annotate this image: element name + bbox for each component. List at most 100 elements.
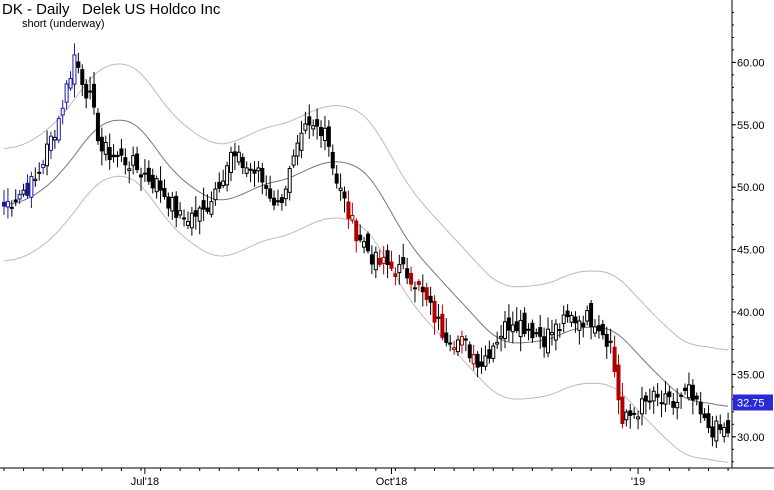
candle [358, 224, 363, 243]
candle [205, 194, 210, 215]
candle [698, 391, 703, 424]
candle-body [209, 201, 214, 215]
candle-body [416, 281, 421, 285]
candle-body [150, 174, 155, 189]
candle [193, 196, 198, 230]
candle [628, 404, 633, 429]
candle-body [628, 410, 633, 416]
y-tick-label: 40.00 [737, 307, 765, 319]
candle [260, 162, 265, 195]
candle [463, 335, 468, 352]
candle-body [463, 338, 468, 341]
candle-body [60, 107, 65, 116]
candle-body [448, 342, 453, 345]
candle-body [264, 185, 269, 189]
candle [428, 286, 433, 315]
candle [138, 167, 143, 191]
candle [279, 193, 284, 211]
candle-body [639, 398, 644, 415]
candle-body [17, 194, 22, 200]
candle-body [295, 142, 300, 157]
candle-body [600, 323, 605, 336]
candle [174, 191, 179, 228]
candle-body [338, 187, 343, 192]
candle [103, 135, 108, 161]
candle-body [553, 323, 558, 341]
candle-body [2, 201, 6, 207]
candle [679, 392, 684, 409]
candle [440, 304, 445, 341]
candle-body [526, 328, 531, 331]
moving-average-line [3, 119, 729, 407]
candle [119, 138, 124, 162]
candle [338, 173, 343, 201]
candle-body [706, 413, 711, 429]
candle [315, 108, 320, 140]
candle [600, 319, 605, 340]
candle [389, 250, 394, 271]
x-tick-label: Jul'18 [131, 476, 159, 488]
candle-body [690, 384, 695, 401]
candle [405, 257, 410, 285]
candle-body [643, 395, 648, 402]
candle-body [76, 61, 81, 68]
candle [154, 175, 159, 199]
candle [546, 317, 551, 358]
candle [240, 153, 245, 175]
candle-body [64, 83, 69, 103]
candle-body [502, 321, 507, 340]
candle [162, 179, 167, 200]
candle-body [326, 126, 331, 147]
candle [229, 146, 234, 182]
candle-body [283, 188, 288, 200]
candle [135, 146, 140, 174]
candle [377, 249, 382, 268]
candle-body [514, 321, 519, 332]
candle-body [401, 257, 406, 265]
candle-body [99, 136, 104, 152]
candle [667, 386, 672, 405]
candle-body [385, 250, 390, 265]
candle [624, 409, 629, 427]
candle-body [604, 333, 609, 347]
candle [585, 305, 590, 326]
candle [182, 209, 187, 227]
candle [514, 307, 519, 334]
candle [659, 390, 664, 418]
candle-body [487, 349, 492, 359]
candle [201, 187, 206, 221]
candle-body [663, 393, 668, 405]
candle [209, 191, 214, 218]
candle-body [479, 361, 484, 367]
candle [706, 405, 711, 434]
candle-body [409, 272, 414, 285]
candle [221, 169, 226, 189]
candle [287, 166, 292, 201]
moving-average [3, 119, 729, 407]
candle-body [444, 332, 449, 343]
candle-body [80, 69, 85, 85]
candle-body [115, 154, 120, 157]
candle [95, 108, 100, 145]
candle [236, 145, 241, 166]
candle-body [95, 112, 100, 142]
candle [393, 267, 398, 286]
candle [401, 243, 406, 270]
candle [295, 135, 300, 166]
candle [436, 304, 441, 331]
candle-body [354, 220, 359, 242]
candle-body [92, 83, 97, 108]
candle [99, 127, 104, 166]
candle-body [573, 316, 578, 324]
candle [189, 206, 194, 236]
candle-body [596, 325, 601, 332]
candle-body [56, 118, 61, 141]
candle [185, 211, 190, 230]
candle [534, 328, 539, 338]
candle-body [25, 182, 30, 197]
candle [52, 129, 57, 149]
candle-body [68, 78, 73, 89]
candle [68, 71, 73, 91]
candle-body [483, 355, 488, 367]
candle-body [585, 310, 590, 322]
